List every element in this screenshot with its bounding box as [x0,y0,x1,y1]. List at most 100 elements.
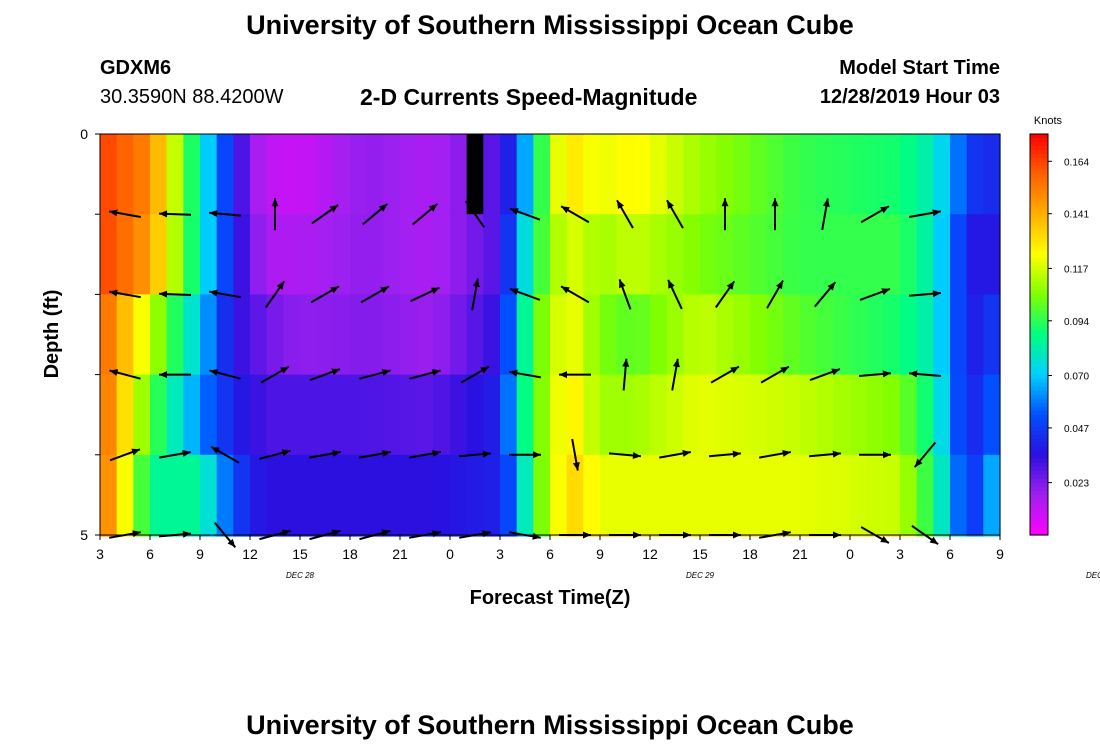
page-title-bottom: University of Southern Mississippi Ocean… [246,710,854,740]
heat-cell [550,535,568,537]
current-vector-head [211,446,220,454]
colorbar-segment [1030,178,1048,183]
heat-cell [783,214,801,295]
current-vector-head [329,205,339,213]
station-coords: 30.3590N 88.4200W [100,86,284,108]
heat-cell [600,214,618,295]
heat-cell [650,374,668,456]
current-vector-head [909,370,918,378]
heat-cell [783,374,801,456]
heat-cell [383,214,401,295]
heat-cell [766,294,784,376]
colorbar-segment [1030,474,1048,480]
heat-cell [633,374,651,456]
heat-cell [316,214,334,295]
heat-cell [366,134,384,215]
heat-cell [300,535,318,537]
heat-cell [100,294,118,376]
heat-cell [750,134,768,215]
heat-cell [483,134,501,215]
y-tick-label: 5 [80,527,88,543]
heat-cell [533,374,551,456]
heat-cell [183,374,201,456]
heat-cell [800,374,818,456]
y-axis-ticks: 05 [80,126,100,543]
heat-cell [333,294,351,376]
heat-cell [183,454,201,536]
current-vector-head [280,366,289,374]
heat-cell [716,134,734,215]
heat-cell [483,535,501,537]
colorbar-segment [1030,450,1048,456]
heat-cell [250,374,268,456]
heat-cell [633,134,651,215]
current-vector-head [832,450,841,458]
day-label: DEC 30 [1086,571,1100,580]
heat-cell [866,294,884,376]
current-vector-head [914,458,923,468]
colorbar-segment [1030,338,1048,344]
heat-cell [966,134,984,215]
heat-cell [900,374,918,456]
heat-cell [850,374,868,456]
heat-cell [900,214,918,295]
colorbar-segment [1030,310,1048,316]
heat-cell [950,214,968,295]
heat-cell [450,535,468,537]
colorbar-segment [1030,486,1048,492]
heat-cell [216,214,234,295]
colorbar-segment [1030,378,1048,384]
colorbar-tick-label: 0.094 [1064,317,1089,328]
heat-cell [850,214,868,295]
colorbar-segment [1030,246,1048,251]
heat-cell [500,294,518,376]
heat-cell [616,134,634,215]
current-vector-head [109,289,118,297]
heat-cell [383,535,401,537]
heat-cell [166,134,184,215]
current-vector-head [622,358,630,367]
colorbar-segment [1030,150,1048,155]
heat-cell [233,374,251,456]
heat-cell [883,374,901,456]
heat-cell [316,374,334,456]
heat-cell [366,454,384,536]
heat-cell [583,374,601,456]
heat-cell [566,134,584,215]
heat-cell [933,374,951,456]
heat-cell [966,214,984,295]
heat-cell [233,535,251,537]
colorbar-segment [1030,442,1048,448]
heat-cell [583,535,601,537]
colorbar-segment [1030,466,1048,472]
heat-cell [950,535,968,537]
heat-cell [283,374,301,456]
heat-cell [733,134,751,215]
heat-cell [516,454,534,536]
heat-cell [700,374,718,456]
heat-cell [733,214,751,295]
heat-cell [650,454,668,536]
heat-cell [983,134,1001,215]
heat-cell [650,294,668,376]
heat-cell [250,134,268,215]
current-vector-head [465,201,474,210]
colorbar-tick-label: 0.141 [1064,210,1089,221]
heat-cell [566,374,584,456]
colorbar-segment [1030,250,1048,255]
heat-cell [450,454,468,536]
current-vector-head [682,450,691,457]
current-vector-head [432,450,441,457]
heat-cell [900,294,918,376]
colorbar-segment [1030,230,1048,235]
colorbar-segment [1030,498,1048,504]
colorbar-segment [1030,342,1048,348]
heat-cell [100,214,118,295]
colorbar-segment [1030,190,1048,195]
heat-cell [783,454,801,536]
heat-cell [283,134,301,215]
heat-cell [933,214,951,295]
colorbar-segment [1030,226,1048,231]
colorbar-segment [1030,222,1048,227]
